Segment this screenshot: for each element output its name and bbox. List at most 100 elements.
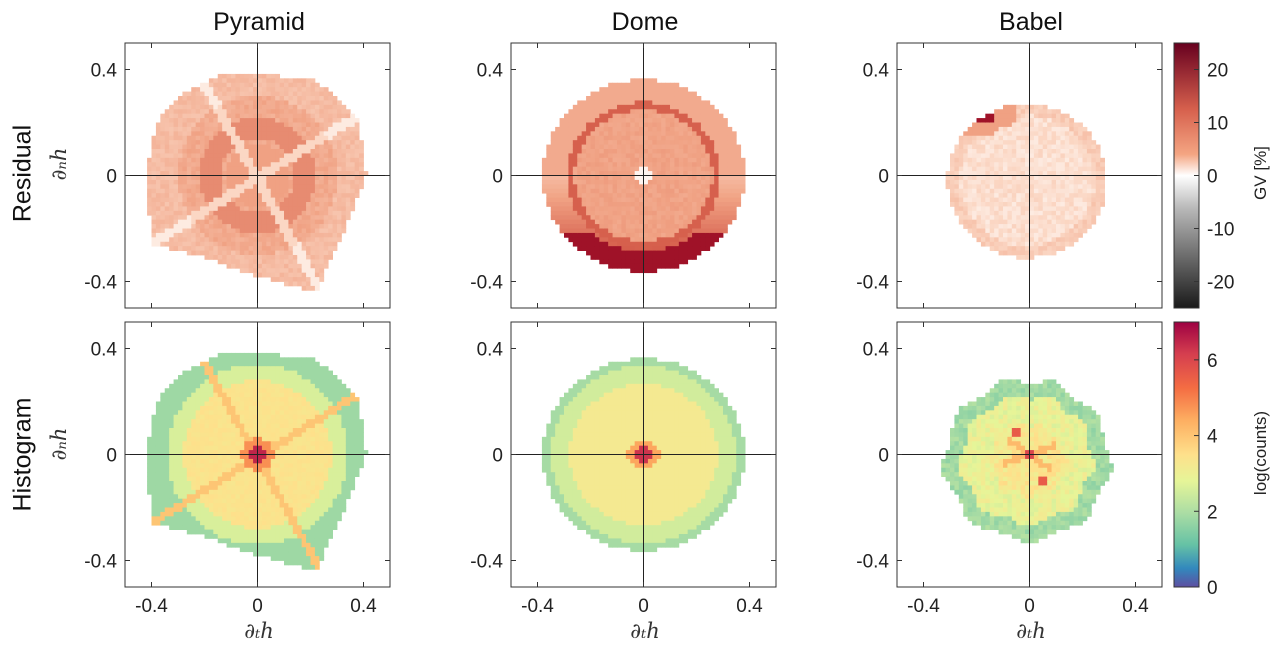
heatmap-cell <box>350 184 356 190</box>
heatmap-cell <box>674 153 680 159</box>
heatmap-cell <box>182 450 188 455</box>
heatmap-cell <box>1069 126 1075 132</box>
heatmap-cell <box>191 379 197 385</box>
heatmap-cell <box>160 175 166 181</box>
heatmap-cell <box>208 485 214 491</box>
heatmap-cell <box>310 87 316 92</box>
heatmap-cell <box>266 219 272 225</box>
heatmap-cell <box>182 131 188 137</box>
heatmap-cell <box>328 219 333 225</box>
heatmap-cell <box>572 175 578 181</box>
heatmap-cell <box>678 215 684 221</box>
heatmap-cell <box>590 140 596 145</box>
heatmap-cell <box>559 157 565 163</box>
heatmap-cell <box>200 153 205 159</box>
heatmap-cell <box>1051 179 1057 185</box>
heatmap-cell <box>625 224 631 229</box>
heatmap-cell <box>231 118 236 123</box>
heatmap-cell <box>608 210 613 216</box>
heatmap-cell <box>208 232 214 238</box>
heatmap-cell <box>204 511 210 517</box>
heatmap-cell <box>178 489 183 495</box>
heatmap-cell <box>603 237 609 243</box>
heatmap-cell <box>643 157 649 163</box>
heatmap-cell <box>310 263 316 269</box>
heatmap-cell <box>323 246 329 251</box>
heatmap-cell <box>182 454 188 460</box>
heatmap-cell <box>1025 197 1030 203</box>
heatmap-cell <box>1003 126 1008 132</box>
heatmap-cell <box>231 188 236 194</box>
heatmap-cell <box>696 179 702 185</box>
heatmap-cell <box>727 184 733 190</box>
heatmap-cell <box>967 202 973 207</box>
heatmap-cell <box>972 135 977 141</box>
heatmap-cell <box>204 118 210 123</box>
heatmap-cell <box>1069 202 1075 207</box>
heatmap-cell <box>213 250 219 256</box>
heatmap-cell <box>297 246 303 251</box>
heatmap-cell <box>1007 113 1013 119</box>
heatmap-cell <box>687 175 693 181</box>
heatmap-cell <box>284 175 289 181</box>
heatmap-cell <box>670 237 675 243</box>
heatmap-cell <box>709 131 715 137</box>
heatmap-cell <box>617 210 622 216</box>
heatmap-cell <box>310 237 316 243</box>
heatmap-cell <box>612 228 618 234</box>
heatmap-cell <box>200 126 205 132</box>
heatmap-cell <box>594 113 600 119</box>
heatmap-cell <box>639 224 644 229</box>
heatmap-cell <box>178 188 183 194</box>
heatmap-cell <box>239 255 245 260</box>
heatmap-cell <box>350 202 356 207</box>
heatmap-cell <box>568 149 574 154</box>
heatmap-cell <box>714 237 719 243</box>
heatmap-cell <box>723 118 728 123</box>
heatmap-cell <box>169 463 174 469</box>
heatmap-cell <box>1091 140 1097 145</box>
heatmap-cell <box>1086 202 1092 207</box>
heatmap-cell <box>656 144 662 150</box>
heatmap-cell <box>705 210 711 216</box>
heatmap-cell <box>173 166 179 172</box>
heatmap-cell <box>687 131 693 137</box>
heatmap-cell <box>204 131 210 137</box>
heatmap-cell <box>191 202 197 207</box>
heatmap-cell <box>687 91 693 97</box>
heatmap-cell <box>687 210 693 216</box>
heatmap-cell <box>1016 215 1022 221</box>
heatmap-cell <box>731 188 737 194</box>
heatmap-cell <box>292 202 298 207</box>
heatmap-cell <box>1038 224 1044 229</box>
heatmap-cell <box>191 188 197 194</box>
heatmap-cell <box>1082 157 1088 163</box>
heatmap-cell <box>288 91 294 97</box>
heatmap-cell <box>998 157 1004 163</box>
heatmap-cell <box>244 91 250 97</box>
heatmap-cell <box>164 428 170 433</box>
heatmap-cell <box>253 250 258 256</box>
heatmap-cell <box>586 131 591 137</box>
heatmap-cell <box>1003 140 1008 145</box>
heatmap-cell <box>332 96 338 101</box>
heatmap-cell <box>314 166 320 172</box>
heatmap-cell <box>736 197 742 203</box>
heatmap-cell <box>248 135 254 141</box>
heatmap-cell <box>678 144 684 150</box>
heatmap-cell <box>301 113 307 119</box>
heatmap-cell <box>341 224 347 229</box>
heatmap-cell <box>643 91 649 97</box>
heatmap-cell <box>661 246 666 251</box>
heatmap-cell <box>261 104 267 110</box>
heatmap-cell <box>586 175 591 181</box>
heatmap-cell <box>1011 162 1017 168</box>
heatmap-cell <box>683 206 689 212</box>
heatmap-cell <box>1033 179 1039 185</box>
heatmap-cell <box>208 91 214 97</box>
heatmap-cell <box>186 458 192 464</box>
heatmap-cell <box>266 272 272 278</box>
heatmap-cell <box>1069 228 1075 234</box>
heatmap-cell <box>226 219 232 225</box>
heatmap-cell <box>572 166 578 172</box>
